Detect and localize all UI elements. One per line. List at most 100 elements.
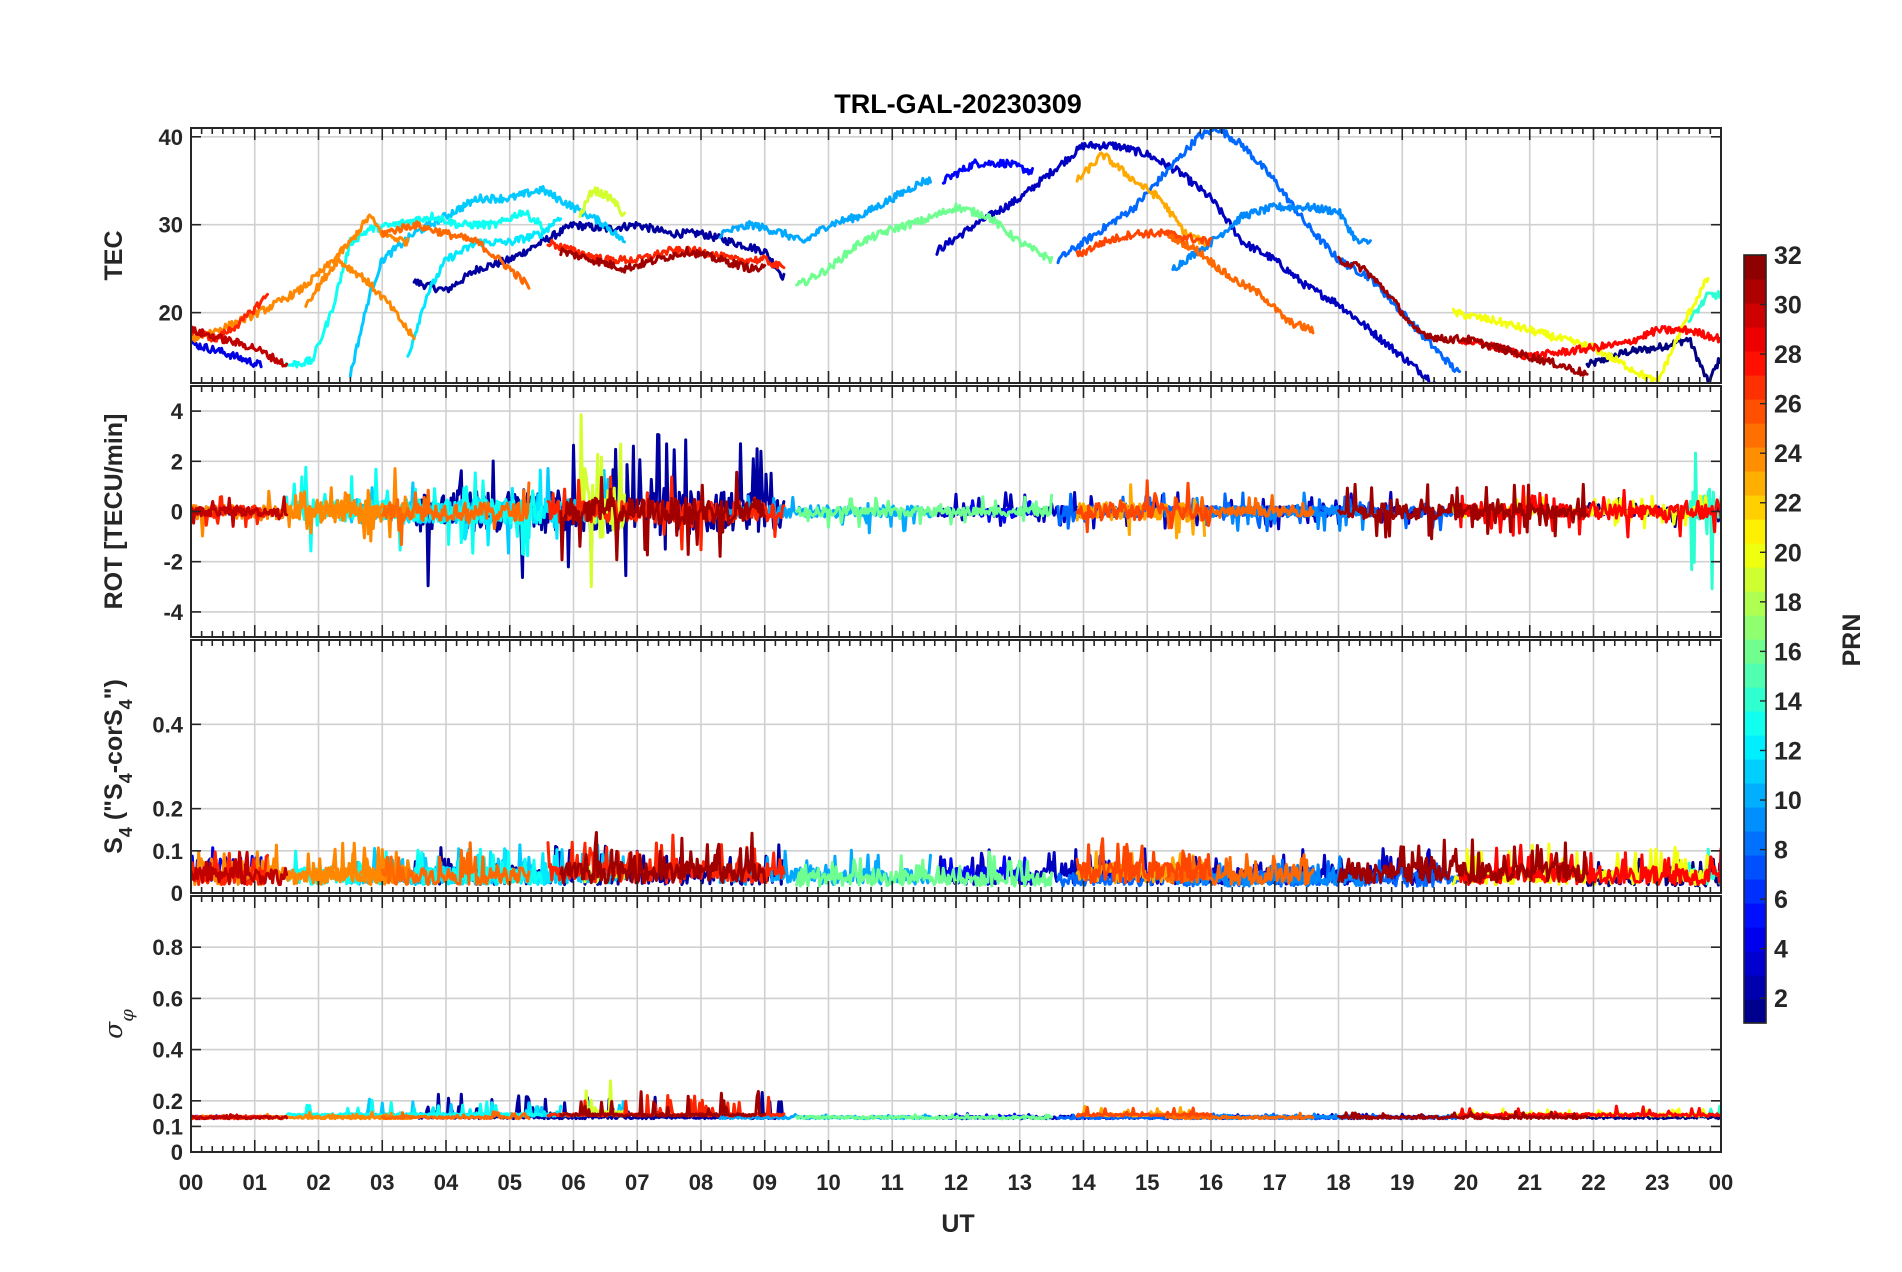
colorbar-tick-label: 10 <box>1774 787 1802 815</box>
series-prn-3-tec <box>935 140 1436 383</box>
traces-rot <box>191 413 1721 591</box>
colorbar-segment <box>1744 567 1766 592</box>
colorbar-segment <box>1744 975 1766 1000</box>
series-prn-25-tec <box>1164 229 1315 335</box>
colorbar-tick-label: 4 <box>1774 936 1788 964</box>
panel-s4: 0 0.1 0.2 0.4 S4 ("S4-corS4") <box>100 639 1722 906</box>
colorbar-tick-label: 18 <box>1774 589 1802 617</box>
series-prn-16-tec <box>795 202 1054 287</box>
colorbar-segment <box>1744 375 1766 400</box>
series-prn-19-tec <box>578 186 626 218</box>
colorbar-segment <box>1744 855 1766 880</box>
series-prn-31-tec <box>1337 255 1589 377</box>
series-prn-31-rot <box>1337 482 1589 541</box>
x-tick-label: 17 <box>1263 1170 1287 1195</box>
series-prn-25-s4 <box>380 841 531 886</box>
x-tick-label: 08 <box>689 1170 713 1195</box>
chart-title: TRL-GAL-20230309 <box>834 89 1082 119</box>
colorbar-segment <box>1744 495 1766 520</box>
y-tick-label: -2 <box>163 550 183 575</box>
x-tick-label: 00 <box>1709 1170 1733 1195</box>
x-tick-label: 12 <box>944 1170 968 1195</box>
colorbar-segment <box>1744 303 1766 328</box>
series-prn-16-sigphi <box>795 1113 1054 1121</box>
y-tick-label: 0.8 <box>152 935 183 960</box>
y-axis-label-s4: S4 ("S4-corS4") <box>100 679 136 854</box>
colorbar-tick-label: 14 <box>1774 688 1802 716</box>
series-prn-31-tec <box>559 246 767 274</box>
traces-s4 <box>191 831 1721 888</box>
colorbar-segment <box>1744 543 1766 568</box>
y-tick-label: 40 <box>159 125 183 150</box>
colorbar-segment <box>1744 447 1766 472</box>
colorbar-segment <box>1744 807 1766 832</box>
series-prn-23-rot <box>1075 483 1207 540</box>
series-prn-25-sigphi <box>380 1110 531 1121</box>
series-prn-20-tec <box>1451 277 1710 383</box>
colorbar-segment <box>1744 255 1766 280</box>
series-prn-26-tec <box>1075 228 1213 258</box>
x-minor-ticks-s4 <box>190 640 1722 893</box>
colorbar-tick-label: 24 <box>1774 440 1802 468</box>
colorbar-segment <box>1744 423 1766 448</box>
x-minor-ticks-sigphi <box>190 896 1722 1152</box>
colorbar-segment <box>1744 327 1766 352</box>
series-prn-30-rot <box>191 495 289 528</box>
series-prn-25-rot <box>380 481 531 547</box>
colorbar-tick-label: 28 <box>1774 341 1802 369</box>
series-prn-25-sigphi <box>1164 1111 1315 1121</box>
x-tick-label: 02 <box>306 1170 330 1195</box>
colorbar-segment <box>1744 639 1766 664</box>
series-prn-30-tec <box>191 325 289 368</box>
series-prn-30-sigphi <box>191 1113 289 1121</box>
series-prn-31-sigphi <box>1337 1110 1589 1121</box>
panel-rot: -4 -2 0 2 4 ROT [TECU/min] <box>100 385 1722 638</box>
colorbar-segment <box>1744 351 1766 376</box>
series-prn-25-tec <box>380 220 531 290</box>
colorbar-segment <box>1744 279 1766 304</box>
colorbar-tick-label: 12 <box>1774 737 1802 765</box>
y-tick-label: 30 <box>159 213 183 238</box>
x-tick-label: 06 <box>561 1170 585 1195</box>
series-prn-27-tec <box>546 238 786 270</box>
colorbar-segment <box>1744 471 1766 496</box>
series-prn-11-tec <box>348 185 626 378</box>
colorbar-segment <box>1744 903 1766 928</box>
x-tick-label: 15 <box>1135 1170 1159 1195</box>
y-tick-label: 0.1 <box>152 839 183 864</box>
colorbar-segment <box>1744 663 1766 688</box>
x-tick-label: 11 <box>881 1170 904 1195</box>
panel-sigphi: 00.10.2 0.4 0.6 0.8 σφ <box>99 895 1722 1165</box>
series-prn-26-sigphi <box>1075 1105 1213 1118</box>
colorbar-segment <box>1744 711 1766 736</box>
y-tick-label: 20 <box>159 301 183 326</box>
colorbar-segment <box>1744 999 1766 1024</box>
colorbar-tick-label: 6 <box>1774 886 1788 914</box>
series-prn-23-tec <box>1075 151 1207 248</box>
x-tick-label: 21 <box>1518 1170 1542 1195</box>
series-prn-2-tec <box>412 220 786 294</box>
series-prn-31-sigphi <box>559 1089 767 1118</box>
series-prn-14-tec <box>1687 290 1721 324</box>
y-tick-label: 0.1 <box>152 1114 183 1139</box>
series-prn-16-rot <box>795 493 1054 529</box>
colorbar-segment <box>1744 687 1766 712</box>
y-tick-label: 0 <box>171 500 183 525</box>
traces-sigphi <box>191 1079 1721 1121</box>
x-tick-label: 22 <box>1581 1170 1605 1195</box>
colorbar-segment <box>1744 759 1766 784</box>
colorbar-segment <box>1744 615 1766 640</box>
y-tick-label: 2 <box>171 449 183 474</box>
x-minor-ticks-tec <box>190 128 1722 383</box>
y-tick-label: 0 <box>171 881 183 906</box>
colorbar-segment <box>1744 735 1766 760</box>
colorbar-segment <box>1744 591 1766 616</box>
colorbar-tick-label: 26 <box>1774 391 1802 419</box>
colorbar-segment <box>1744 519 1766 544</box>
x-tick-label: 14 <box>1071 1170 1096 1195</box>
series-prn-16-s4 <box>795 850 1054 888</box>
x-minor-ticks-rot <box>190 386 1722 637</box>
traces-tec <box>191 128 1721 383</box>
